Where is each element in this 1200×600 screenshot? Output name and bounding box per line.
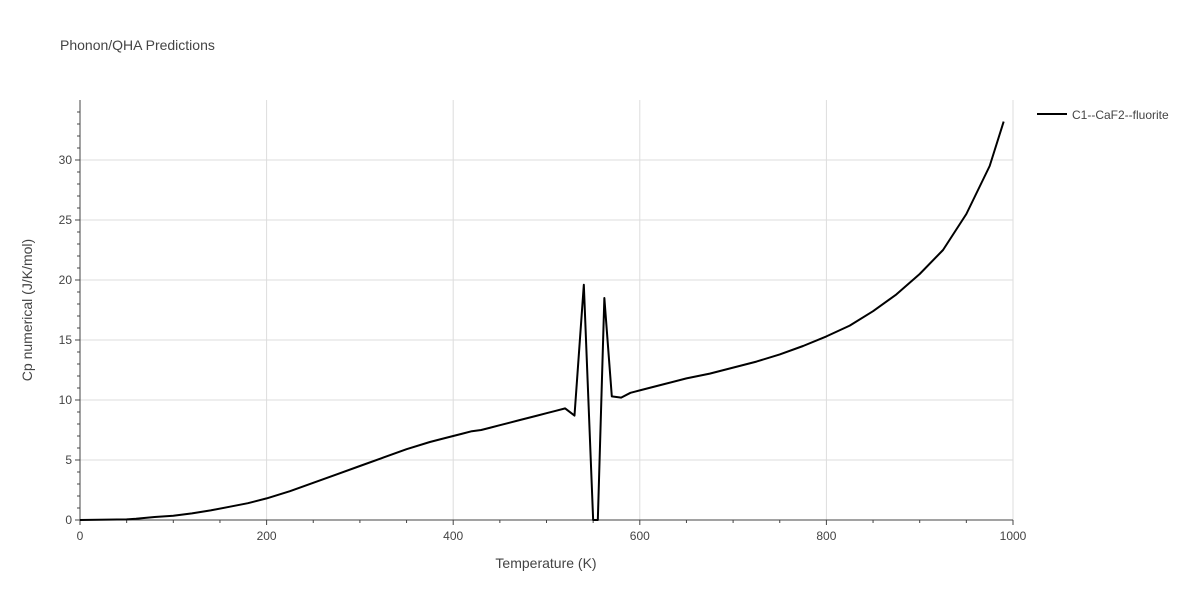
axes: [75, 100, 1014, 525]
y-tick-label: 0: [65, 513, 72, 527]
series-line-0: [79, 121, 1005, 521]
legend[interactable]: C1--CaF2--fluorite: [1037, 108, 1169, 122]
series-layer: [79, 121, 1005, 521]
y-tick-label: 20: [59, 273, 73, 287]
grid: [80, 100, 1014, 520]
x-tick-label: 1000: [1000, 529, 1027, 543]
y-axis-title: Cp numerical (J/K/mol): [19, 239, 35, 381]
x-tick-label: 800: [816, 529, 836, 543]
x-tick-label: 200: [257, 529, 277, 543]
x-tick-label: 400: [443, 529, 463, 543]
y-tick-label: 10: [59, 393, 73, 407]
tick-labels: 0 200 400 600 800 1000 0 5 10 15 20 25 30: [59, 153, 1027, 543]
legend-label[interactable]: C1--CaF2--fluorite: [1072, 108, 1169, 122]
y-tick-label: 25: [59, 213, 73, 227]
x-axis-title: Temperature (K): [495, 555, 596, 571]
x-tick-label: 0: [77, 529, 84, 543]
chart-title: Phonon/QHA Predictions: [60, 37, 215, 53]
x-tick-label: 600: [630, 529, 650, 543]
y-tick-label: 15: [59, 333, 73, 347]
y-tick-label: 5: [65, 453, 72, 467]
y-tick-label: 30: [59, 153, 73, 167]
